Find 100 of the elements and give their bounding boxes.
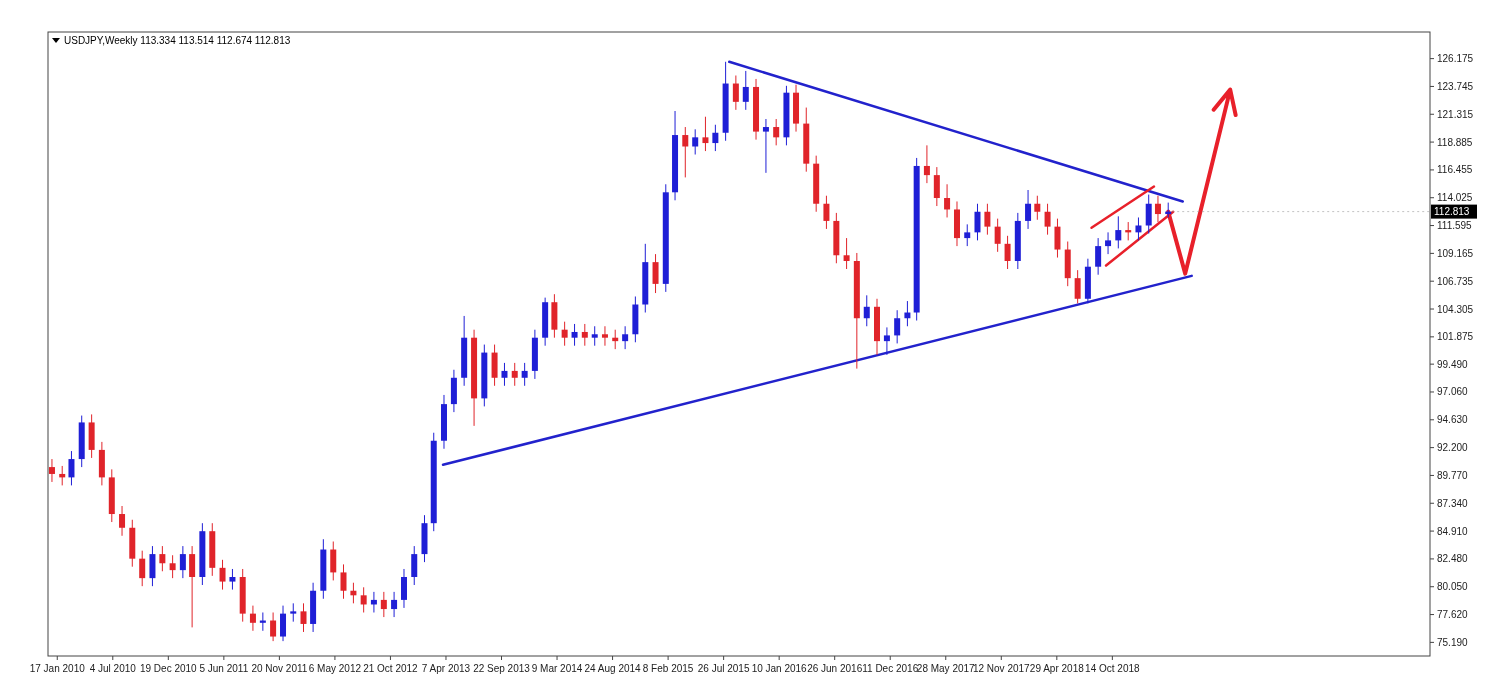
candlestick — [360, 586, 367, 613]
candlestick — [883, 326, 890, 356]
candlestick — [391, 591, 398, 618]
y-tick-label: 97.060 — [1437, 386, 1469, 398]
candlestick — [1095, 237, 1102, 276]
x-tick-label: 26 Jun 2016 — [807, 663, 863, 674]
candlestick — [964, 223, 971, 247]
y-tick-label: 118.885 — [1437, 136, 1473, 148]
chart-title: USDJPY,Weekly 113.334 113.514 112.674 112.813 — [64, 35, 291, 46]
y-tick-label: 106.735 — [1437, 275, 1474, 287]
candlestick — [1025, 189, 1032, 230]
candlestick — [249, 605, 256, 632]
candlestick — [340, 563, 347, 600]
candlestick — [521, 362, 528, 387]
candlestick — [581, 323, 588, 347]
y-tick-label: 84.910 — [1437, 525, 1469, 537]
candlestick — [1105, 231, 1112, 255]
y-tick-label: 82.480 — [1437, 553, 1469, 565]
candlestick — [380, 591, 387, 618]
candlestick — [571, 323, 578, 347]
x-tick-label: 11 Dec 2016 — [862, 663, 919, 674]
x-tick-label: 8 Feb 2015 — [642, 663, 694, 674]
x-tick-label: 14 Oct 2018 — [1085, 663, 1141, 674]
candlestick — [270, 611, 277, 642]
candlestick — [1004, 235, 1011, 270]
y-tick-label: 80.050 — [1437, 581, 1469, 593]
y-tick-label: 121.315 — [1437, 108, 1474, 120]
y-tick-label: 94.630 — [1437, 414, 1469, 426]
candlestick — [712, 124, 719, 152]
annotation: 112.813 — [1434, 206, 1470, 218]
x-tick-label: 4 Jul 2010 — [89, 663, 137, 674]
x-tick-label: 5 Jun 2011 — [199, 663, 249, 674]
candlestick — [1044, 203, 1051, 236]
x-tick-label: 12 Nov 2017 — [972, 663, 1031, 674]
candlestick — [179, 545, 186, 579]
x-tick-label: 22 Sep 2013 — [473, 663, 531, 674]
candlestick — [219, 559, 226, 591]
candlestick — [742, 70, 749, 111]
x-tick-label: 24 Aug 2014 — [584, 663, 642, 674]
candlestick — [401, 568, 407, 609]
candlestick — [692, 128, 699, 156]
candlestick — [139, 550, 146, 587]
candlestick — [1145, 194, 1152, 235]
candlestick — [330, 541, 337, 581]
y-tick-label: 104.305 — [1437, 303, 1474, 315]
candlestick — [561, 321, 568, 347]
y-tick-label: 75.190 — [1437, 636, 1469, 648]
x-tick-label: 19 Dec 2010 — [139, 663, 198, 674]
y-tick-label: 111.595 — [1437, 220, 1473, 232]
y-tick-label: 87.340 — [1437, 497, 1469, 509]
candlestick — [863, 294, 870, 327]
y-tick-label: 116.455 — [1437, 164, 1473, 176]
candlestick — [68, 450, 75, 486]
candlestick — [411, 545, 418, 586]
candlestick — [773, 118, 780, 146]
y-tick-label: 126.175 — [1437, 53, 1474, 65]
y-tick-label: 99.490 — [1437, 358, 1469, 370]
candlestick — [702, 116, 709, 152]
y-tick-label: 92.200 — [1437, 442, 1469, 454]
candlestick — [1034, 195, 1041, 221]
y-tick-label: 77.620 — [1437, 609, 1469, 621]
candlestick — [159, 545, 166, 572]
candlestick — [229, 568, 236, 591]
candlestick — [1074, 269, 1081, 304]
y-tick-label: 109.165 — [1437, 247, 1474, 259]
candlestick — [762, 118, 769, 174]
candlestick — [682, 126, 689, 178]
candlestick — [591, 325, 598, 347]
y-tick-label: 114.025 — [1437, 192, 1473, 204]
x-tick-label: 17 Jan 2010 — [29, 663, 86, 674]
candlestick — [933, 166, 940, 207]
candlestick — [984, 203, 991, 236]
candlestick — [601, 325, 608, 347]
x-tick-label: 20 Nov 2011 — [251, 663, 308, 674]
x-tick-label: 9 Mar 2014 — [531, 663, 583, 674]
candlestick — [1054, 218, 1061, 259]
x-tick-label: 6 May 2012 — [308, 663, 362, 674]
x-tick-label: 29 Apr 2018 — [1029, 663, 1085, 674]
candlestick — [622, 325, 629, 350]
x-tick-label: 7 Apr 2013 — [421, 663, 471, 674]
candlestick — [1135, 216, 1142, 241]
candlestick — [923, 144, 930, 184]
candlestick — [511, 362, 518, 387]
candlestick — [994, 218, 1001, 253]
candlestick — [48, 458, 55, 483]
candlestick — [501, 362, 508, 387]
candlestick — [1115, 215, 1122, 249]
candlestick — [823, 195, 830, 230]
candlestick — [894, 309, 901, 344]
y-tick-label: 89.770 — [1437, 469, 1469, 481]
candlestick — [169, 554, 176, 579]
candlestick — [732, 75, 739, 111]
candlestick — [300, 602, 307, 633]
candlestick — [652, 253, 659, 294]
y-tick-label: 123.745 — [1437, 80, 1474, 92]
x-tick-label: 21 Oct 2012 — [363, 663, 419, 674]
x-tick-label: 26 Jul 2015 — [697, 663, 750, 674]
y-tick-label: 101.875 — [1437, 331, 1474, 343]
candlestick — [119, 505, 126, 537]
candlestick — [944, 183, 951, 218]
